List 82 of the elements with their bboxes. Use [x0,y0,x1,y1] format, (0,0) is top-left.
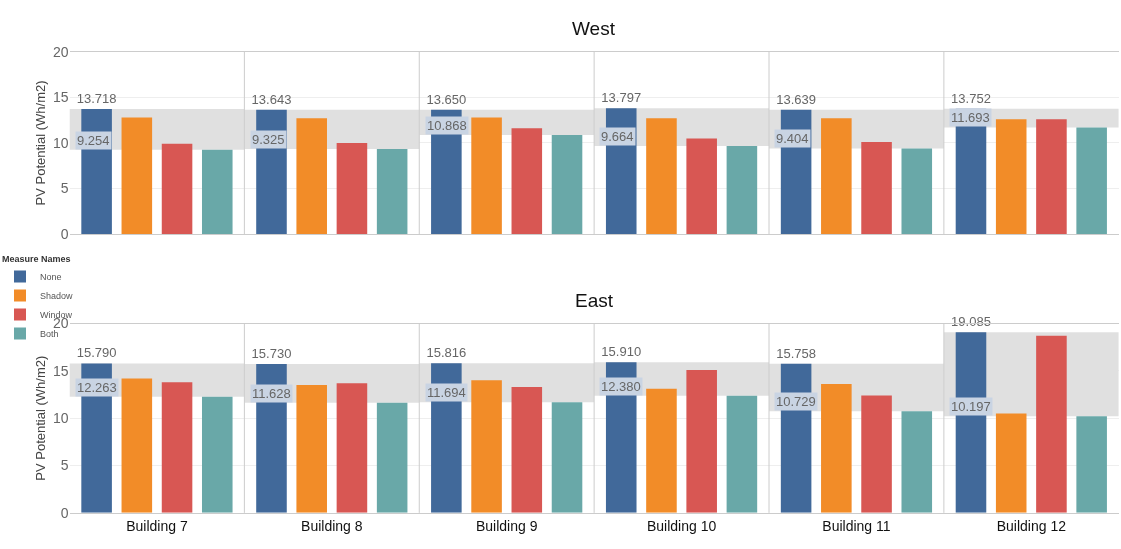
annotation: 9.664 [601,129,634,144]
annotation: 12.380 [601,379,641,394]
data-label: 13.797 [601,90,642,106]
annotation: 9.325 [252,132,285,147]
bar [511,128,543,235]
bar [1076,416,1107,513]
bar [336,142,368,235]
y-tick-label: 5 [60,180,69,197]
bar [726,146,758,235]
bar [551,402,583,513]
data-label: 15.790 [76,345,117,361]
bar [995,119,1027,235]
bar [511,386,543,513]
x-tick-label: Building 12 [996,517,1067,534]
bar [376,149,408,235]
y-axis-title: PV Potential (Wh/m2) [32,355,48,481]
annotation: 10.868 [427,118,467,133]
data-label: 15.730 [251,345,292,361]
x-tick-label: Building 8 [301,517,363,534]
bar [551,135,583,235]
bar [646,118,677,235]
bar [821,118,852,235]
x-tick-label: Building 9 [475,517,538,534]
bar [471,380,502,513]
annotation: 10.729 [776,394,816,409]
bar [901,148,933,235]
annotation: 11.693 [951,110,990,125]
y-axis-title: PV Potential (Wh/m2) [32,80,48,206]
bar [686,138,717,235]
bar [646,388,677,513]
x-tick-label: Building 11 [822,517,891,534]
x-tick-label: Building 7 [126,517,188,534]
bar [995,413,1027,513]
annotation: 11.628 [252,386,291,401]
data-label: 13.718 [76,91,117,107]
bar [861,395,892,513]
bar [861,142,892,235]
bar [161,143,193,235]
chart-title: West [572,18,616,39]
data-label: 13.643 [251,91,292,107]
bar [376,402,408,513]
data-label: 13.650 [426,91,467,107]
bar [901,411,933,513]
legend-label: Shadow [40,290,74,301]
bar [161,382,193,513]
y-tick-label: 10 [52,134,69,151]
bar [726,395,758,513]
bar [121,378,153,513]
chart-title: East [575,290,614,311]
data-label: 13.639 [776,91,816,107]
legend-label: Both [40,328,59,339]
y-tick-label: 15 [52,362,69,379]
y-tick-label: 20 [52,43,69,60]
y-tick-label: 5 [60,457,69,474]
annotation: 9.404 [776,131,809,146]
bar [336,383,368,513]
legend-label: None [40,271,62,282]
bar [821,384,852,513]
bar [201,149,233,235]
x-tick-label: Building 10 [646,517,717,534]
bar [1036,119,1067,235]
bar [471,117,502,235]
y-tick-label: 15 [52,89,69,106]
y-tick-label: 0 [60,226,69,243]
bar [1036,335,1067,513]
bar [296,118,327,235]
annotation: 11.694 [427,385,466,400]
y-tick-label: 0 [60,504,69,521]
data-label: 15.910 [601,344,642,360]
bar [121,117,153,235]
bar [1076,127,1107,235]
annotation: 9.254 [77,133,110,148]
data-label: 13.752 [951,90,991,106]
data-label: 15.758 [776,345,816,361]
legend-title: Measure Names [2,253,71,264]
bar [296,385,327,513]
bar [201,396,233,513]
annotation: 12.263 [77,380,117,395]
bar [686,369,717,513]
y-tick-label: 10 [52,410,69,427]
annotation: 10.197 [951,399,991,414]
data-label: 15.816 [426,345,467,361]
